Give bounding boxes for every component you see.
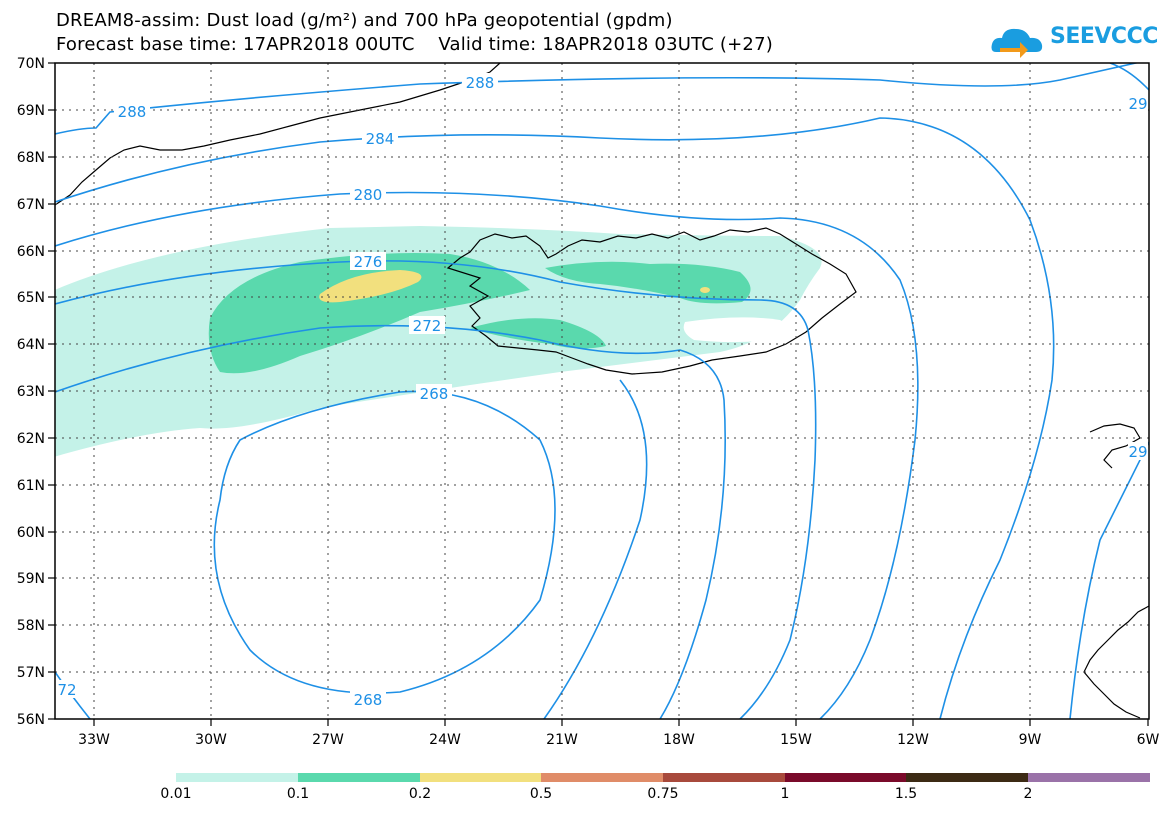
lon-label: 15W	[780, 732, 812, 748]
contour-29-east	[1069, 441, 1149, 719]
colorbar-swatch	[1028, 773, 1150, 782]
lat-label: 60N	[17, 525, 45, 541]
seevccc-logo	[991, 28, 1043, 58]
lon-label: 33W	[78, 732, 110, 748]
contour-label-288-west: 288	[118, 103, 147, 121]
contour-label-276: 276	[354, 253, 383, 271]
scandinavia-coastline	[1083, 605, 1149, 719]
colorbar-swatch	[420, 773, 541, 782]
lon-label: 24W	[429, 732, 461, 748]
contour-29-north	[1109, 63, 1149, 91]
contour-272	[55, 324, 726, 719]
contour-label-29-north: 29	[1128, 95, 1147, 113]
contour-label-268-south: 268	[354, 691, 383, 709]
lat-label: 68N	[17, 150, 45, 166]
lon-label: 6W	[1137, 732, 1160, 748]
contour-label-272-east: 72	[57, 681, 76, 699]
lat-label: 59N	[17, 571, 45, 587]
chart-subtitle: Forecast base time: 17APR2018 00UTC Vali…	[56, 34, 773, 55]
chart-title: DREAM8-assim: Dust load (g/m²) and 700 h…	[56, 10, 673, 31]
contour-268	[213, 390, 556, 694]
dust-region-medium-north	[545, 261, 751, 304]
dust-region-high	[319, 270, 422, 303]
colorbar-label: 1.5	[894, 786, 918, 802]
lat-label: 70N	[17, 56, 45, 72]
colorbar-label: 2	[1023, 786, 1033, 802]
greenland-coastline	[55, 63, 501, 206]
lon-label: 27W	[312, 732, 344, 748]
axis-ticks	[48, 62, 1149, 726]
lat-label: 63N	[17, 384, 45, 400]
lat-label: 62N	[17, 431, 45, 447]
contour-268-east	[543, 379, 648, 719]
contour-label-272: 272	[413, 317, 442, 335]
contour-label-280: 280	[354, 186, 383, 204]
lon-label: 9W	[1019, 732, 1042, 748]
lon-label: 18W	[663, 732, 695, 748]
dust-region-medium-south	[470, 318, 606, 349]
lat-label: 64N	[17, 337, 45, 353]
geopotential-contours	[55, 63, 1149, 719]
lat-label: 69N	[17, 103, 45, 119]
colorbar-label: 1	[780, 786, 790, 802]
colorbar-swatch	[176, 773, 298, 782]
colorbar-swatch	[663, 773, 785, 782]
logo-text: SEEVCCC	[1050, 24, 1158, 49]
lat-label: 66N	[17, 244, 45, 260]
colorbar-swatch	[298, 773, 420, 782]
dust-region-medium	[208, 253, 530, 374]
colorbar-label: 0.1	[286, 786, 310, 802]
colorbar-label: 0.5	[529, 786, 553, 802]
iceland-coastline	[446, 227, 857, 375]
contour-284	[55, 117, 1055, 719]
colorbar-label: 0.01	[160, 786, 192, 802]
contour-label-268-north: 268	[420, 385, 449, 403]
contour-label-284: 284	[366, 130, 395, 148]
colorbar-swatch	[541, 773, 663, 782]
lat-label: 58N	[17, 618, 45, 634]
colorbar-swatch	[785, 773, 906, 782]
contour-label-29-east: 29	[1128, 443, 1147, 461]
contour-288	[55, 63, 1140, 135]
lon-label: 12W	[897, 732, 929, 748]
colorbar-label: 0.75	[647, 786, 679, 802]
dust-region-light-gap	[683, 317, 790, 343]
graticule	[55, 63, 1149, 719]
colorbar-label: 0.2	[408, 786, 432, 802]
contour-280	[55, 191, 919, 719]
lon-label: 21W	[546, 732, 578, 748]
lat-label: 67N	[17, 197, 45, 213]
lat-label: 65N	[17, 290, 45, 306]
contour-label-288-north: 288	[466, 74, 495, 92]
dust-region-high-spot	[700, 287, 710, 293]
lat-label: 56N	[17, 712, 45, 728]
contour-276	[55, 260, 817, 719]
forecast-base-time: Forecast base time: 17APR2018 00UTC	[56, 34, 415, 55]
valid-time: Valid time: 18APR2018 03UTC (+27)	[438, 34, 773, 55]
lat-label: 61N	[17, 478, 45, 494]
lat-label: 57N	[17, 665, 45, 681]
lon-label: 30W	[195, 732, 227, 748]
colorbar-swatch	[906, 773, 1028, 782]
